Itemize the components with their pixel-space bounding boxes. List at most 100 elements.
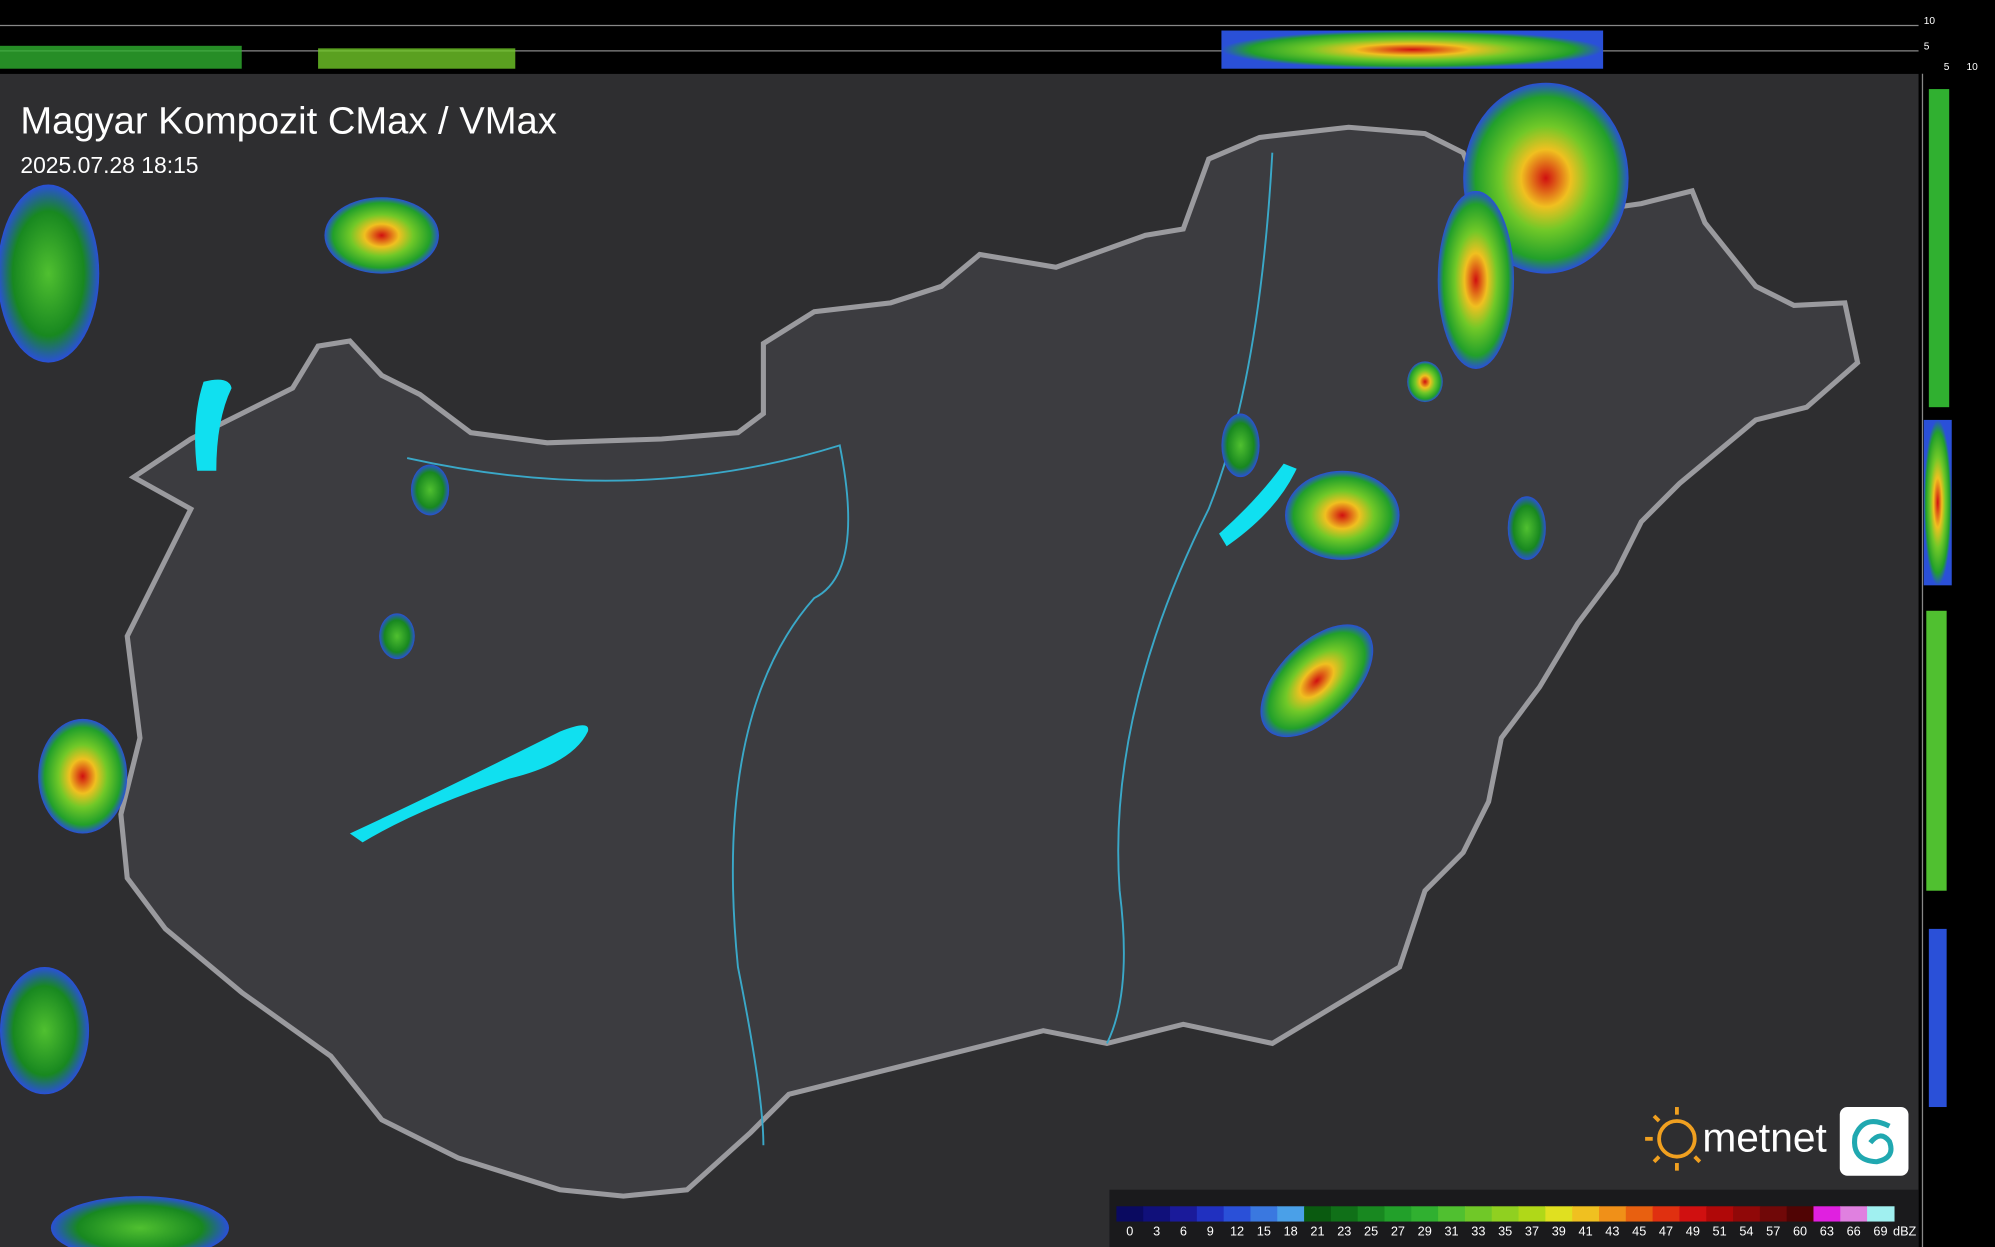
legend-label: 29 [1418,1224,1432,1239]
profile-echo [1928,89,1950,408]
legend-swatch [1304,1206,1332,1222]
legend-swatch [1250,1206,1278,1222]
legend-swatch [1223,1206,1252,1222]
radar-echo [1437,190,1515,370]
logo-rays [1645,1107,1702,1171]
legend-label: 9 [1207,1224,1214,1239]
legend-label: 12 [1230,1224,1244,1239]
legend-label: 18 [1284,1224,1298,1239]
profile-label: 5 [1924,42,1930,53]
legend-swatch [1277,1206,1305,1222]
profile-echo [1923,419,1952,586]
profile-label: 5 [1944,62,1950,73]
legend-label: 23 [1337,1224,1351,1239]
lake-balaton [349,725,589,843]
lake-ferto [195,379,232,471]
legend-swatch [1545,1206,1573,1222]
legend-label: 60 [1793,1224,1807,1239]
river-danube [406,444,850,1146]
legend-label: 54 [1739,1224,1753,1239]
legend-label: 6 [1180,1224,1187,1239]
legend-swatch [1572,1206,1600,1222]
legend-swatch [1491,1206,1520,1222]
legend-label: 57 [1766,1224,1780,1239]
radar-echo [1507,496,1546,560]
map-title: Magyar Kompozit CMax / VMax [20,100,556,143]
radar-echo [1407,361,1443,403]
legend-label: 33 [1471,1224,1485,1239]
legend-label: 49 [1686,1224,1700,1239]
legend-swatch [1518,1206,1547,1222]
legend-swatch [1813,1206,1841,1222]
legend-swatch [1384,1206,1412,1222]
legend-label: 15 [1257,1224,1271,1239]
legend-swatch [1786,1206,1815,1222]
legend-label: 43 [1605,1224,1619,1239]
profile-echo [1928,928,1947,1108]
top-profile-panel [0,0,1995,74]
legend-label: 25 [1364,1224,1378,1239]
legend-label: 35 [1498,1224,1512,1239]
legend-swatch [1706,1206,1734,1222]
legend-label: 47 [1659,1224,1673,1239]
profile-label: 10 [1966,62,1978,73]
logo: metnet [1645,1107,1909,1176]
legend-label: 51 [1713,1224,1727,1239]
river-tisza [1106,152,1274,1044]
legend-label: 45 [1632,1224,1646,1239]
legend-label: 63 [1820,1224,1834,1239]
profile-echo [0,45,242,69]
legend-swatch [1330,1206,1359,1222]
legend-swatch [1357,1206,1386,1222]
legend: 0 3 6 9 12 15 18 21 23 25 27 29 31 33 35 37 39 41 43 45 47 49… [1116,1206,1917,1239]
legend-label: 3 [1153,1224,1160,1239]
radar-echo [50,1196,229,1247]
radar-echo [410,464,450,516]
profile-echo [318,48,516,69]
legend-swatch [1652,1206,1681,1222]
legend-label: 27 [1391,1224,1405,1239]
side-profile-labels: 10 5 5 10 [1924,16,1978,73]
legend-swatch [1464,1206,1493,1222]
legend-label: 69 [1873,1224,1887,1239]
radar-echo [1260,624,1374,738]
legend-label: 37 [1525,1224,1539,1239]
radar-echo [38,718,128,834]
legend-swatch [1759,1206,1788,1222]
legend-swatch [1840,1206,1868,1222]
legend-swatch [1411,1206,1439,1222]
legend-label: 31 [1444,1224,1458,1239]
radar-echo [324,197,439,274]
radar-echo [0,967,90,1095]
radar-echo [379,613,415,660]
profile-echo [1926,610,1947,891]
legend-swatch [1679,1206,1707,1222]
legend-swatch [1196,1206,1225,1222]
legend-swatch [1116,1206,1144,1222]
logo-swirl [1852,1119,1894,1165]
timestamp: 2025.07.28 18:15 [20,152,198,178]
legend-label: 0 [1126,1224,1133,1239]
legend-swatch [1867,1206,1895,1222]
legend-unit: dBZ [1893,1224,1917,1239]
legend-label: 21 [1310,1224,1324,1239]
legend-swatch [1438,1206,1466,1222]
lake-tisza [1219,463,1297,547]
logo-text: metnet [1702,1115,1827,1161]
legend-label: 66 [1847,1224,1861,1239]
legend-swatch [1733,1206,1761,1222]
logo-sun [1657,1119,1697,1159]
radar-echo [1221,413,1260,478]
legend-label: 39 [1552,1224,1566,1239]
legend-swatch [1143,1206,1171,1222]
legend-swatch [1625,1206,1654,1222]
legend-label: 41 [1579,1224,1593,1239]
legend-swatch [1170,1206,1198,1222]
profile-echo [1221,30,1604,69]
radar-echo [0,184,100,363]
profile-label: 10 [1924,16,1936,27]
legend-swatch [1598,1206,1627,1222]
radar-echo [1285,470,1400,560]
